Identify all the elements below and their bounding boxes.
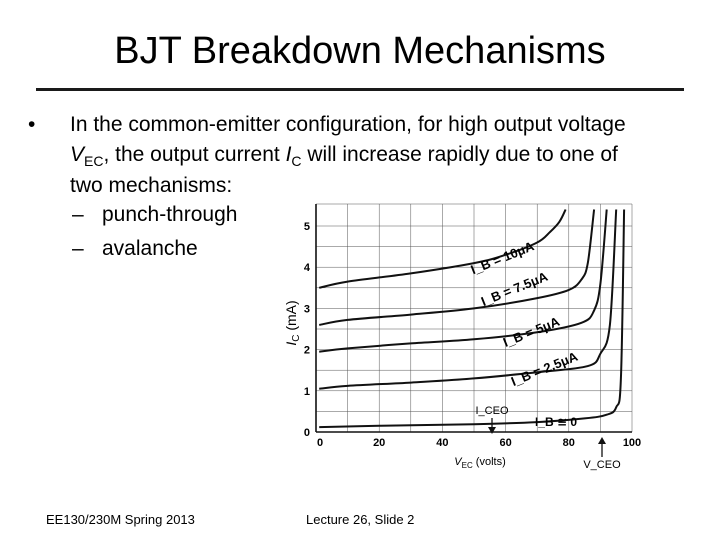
label-vceo: V_CEO (583, 459, 621, 471)
label-ib-5-text: I_B = 5μA (501, 313, 562, 349)
curve-line (319, 209, 608, 353)
label-ib-5: I_B = 5μA (501, 313, 562, 349)
subitem-dash: – (72, 237, 84, 260)
x-tick-label: 20 (373, 437, 385, 449)
subitem-avalanche: – avalanche (72, 234, 198, 264)
subitem-punch-through: – punch-through (72, 200, 237, 230)
x-tick-label: 40 (436, 437, 448, 449)
x-tick-label: 0 (317, 437, 323, 449)
bullet-line-3: two mechanisms: (70, 174, 233, 197)
i-symbol: I (285, 143, 292, 166)
bullet-line-2b: will increase rapidly due to one of (301, 143, 618, 166)
curve-line (319, 209, 618, 390)
vceo-arrow-head (598, 437, 606, 444)
x-tick-label: 80 (563, 437, 575, 449)
y-tick-label: 1 (304, 386, 310, 398)
y-axis-label: IC (mA) (283, 300, 302, 345)
v-subscript: EC (84, 153, 104, 169)
curve-line (319, 209, 626, 429)
bullet-line-1: In the common-emitter configuration, for… (70, 113, 626, 136)
x-tick-label: 100 (623, 437, 641, 449)
chart-ticks: 0 20 40 60 80 100 0 1 2 3 4 5 (304, 221, 641, 449)
subitem-dash: – (72, 203, 84, 226)
title-divider (36, 88, 684, 91)
label-iceo: I_CEO (475, 405, 508, 417)
slide-title: BJT Breakdown Mechanisms (114, 30, 606, 72)
y-tick-label: 4 (304, 262, 311, 274)
i-subscript: C (291, 153, 302, 169)
bullet-line-2: VEC, the output current IC will increase… (70, 140, 700, 171)
y-tick-label: 2 (304, 345, 310, 357)
x-tick-label: 60 (499, 437, 511, 449)
label-ib-10: I_B = 10μA (469, 238, 537, 277)
y-tick-label: 3 (304, 303, 310, 315)
bullet-line-2a: , the output current (103, 143, 286, 166)
x-axis-label: VEC (volts) (454, 456, 505, 470)
label-ib-10-text: I_B = 10μA (469, 238, 537, 277)
subitem-label: punch-through (102, 203, 238, 226)
y-tick-label: 0 (304, 427, 310, 439)
chart-curves (318, 209, 626, 429)
y-tick-label: 5 (304, 221, 310, 233)
iceo-arrow-head (488, 427, 496, 434)
chart-grid (315, 203, 633, 433)
bullet-text: In the common-emitter configuration, for… (70, 110, 700, 201)
label-ib-0: I_B ≅ 0 (535, 415, 577, 429)
curve-line (318, 209, 567, 289)
subitem-label: avalanche (102, 237, 198, 260)
footer-course: EE130/230M Spring 2013 (46, 512, 195, 527)
v-symbol: V (70, 143, 85, 166)
footer-slide-number: Lecture 26, Slide 2 (306, 512, 415, 527)
bullet-marker: • (28, 113, 36, 136)
curve-line (319, 209, 596, 326)
